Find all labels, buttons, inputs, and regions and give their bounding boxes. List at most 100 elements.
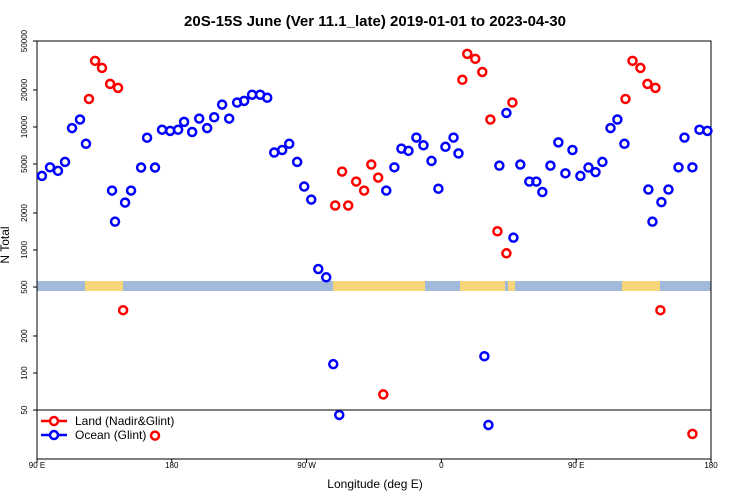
point	[208, 111, 220, 123]
y-tick-label: 50	[20, 405, 29, 414]
point	[567, 144, 578, 156]
point	[141, 132, 153, 143]
point	[135, 162, 147, 173]
point	[366, 159, 377, 170]
point	[590, 166, 601, 178]
point	[246, 89, 258, 100]
y-axis-label: N Total	[0, 226, 12, 263]
point	[553, 137, 564, 148]
point	[583, 162, 594, 173]
point	[358, 185, 370, 196]
point	[619, 138, 630, 150]
point	[172, 124, 184, 135]
point	[320, 272, 332, 283]
point	[426, 155, 437, 167]
point	[261, 92, 273, 103]
point	[605, 122, 616, 134]
point	[291, 156, 303, 168]
x-tick-label: 90 W	[297, 461, 316, 470]
point	[479, 350, 490, 362]
point	[642, 78, 653, 90]
y-tick-label: 1000	[20, 241, 29, 259]
point	[298, 181, 310, 192]
point	[305, 194, 317, 205]
point	[329, 200, 341, 211]
point	[694, 124, 705, 135]
land-strip	[333, 281, 425, 291]
point	[647, 216, 658, 227]
land-strip	[622, 281, 660, 291]
point	[650, 82, 661, 94]
point	[477, 66, 488, 78]
point	[164, 125, 176, 137]
point	[673, 162, 684, 173]
point	[501, 248, 512, 259]
point	[597, 156, 608, 168]
point	[702, 125, 713, 137]
point	[109, 216, 121, 227]
point	[283, 138, 295, 150]
point	[643, 184, 654, 195]
point	[216, 99, 228, 110]
point	[537, 186, 548, 198]
point	[575, 170, 586, 182]
y-tick-label: 100	[20, 366, 29, 380]
point	[119, 197, 131, 208]
x-tick-label: 0	[439, 461, 444, 470]
point	[336, 166, 348, 177]
y-tick-label: 500	[20, 280, 29, 294]
point	[378, 389, 389, 400]
point	[83, 93, 95, 105]
point	[328, 358, 339, 370]
point	[96, 62, 108, 74]
x-tick-label: 90 E	[29, 461, 45, 470]
plot-frame	[36, 40, 712, 460]
point	[178, 116, 190, 128]
legend-label: Land (Nadir&Glint)	[75, 414, 174, 428]
x-tick-label: 90 E	[568, 461, 584, 470]
y-tick-label: 200	[20, 329, 29, 343]
point	[501, 107, 512, 119]
point	[89, 55, 101, 67]
point	[104, 78, 116, 90]
point	[507, 97, 518, 108]
point	[381, 185, 392, 196]
point	[531, 176, 542, 187]
y-tick-label: 10000	[20, 115, 29, 138]
point	[492, 226, 503, 237]
point	[59, 156, 71, 168]
point	[545, 160, 556, 171]
chart-title: 20S-15S June (Ver 11.1_late) 2019-01-01 …	[184, 13, 566, 30]
point	[469, 53, 481, 65]
x-axis-label: Longitude (deg E)	[327, 477, 422, 491]
point	[687, 428, 698, 440]
y-tick-label: 20000	[20, 78, 29, 101]
point	[494, 160, 505, 171]
point	[655, 304, 666, 316]
point	[112, 82, 124, 94]
point	[418, 140, 429, 151]
x-tick-label: 180	[165, 461, 179, 470]
point	[193, 113, 205, 124]
point	[433, 183, 444, 194]
point	[372, 172, 384, 183]
point	[149, 430, 161, 441]
point	[350, 176, 362, 187]
point	[515, 159, 526, 170]
point	[238, 95, 250, 107]
point	[635, 62, 646, 74]
point	[125, 185, 137, 196]
point	[448, 132, 459, 143]
land-mask	[37, 281, 711, 291]
point	[440, 141, 451, 153]
point	[186, 126, 198, 138]
point	[74, 114, 86, 125]
point	[44, 162, 56, 173]
point	[313, 263, 324, 275]
point	[612, 114, 623, 125]
point	[411, 132, 422, 143]
point	[276, 144, 288, 156]
point	[687, 162, 698, 173]
point	[389, 162, 400, 173]
